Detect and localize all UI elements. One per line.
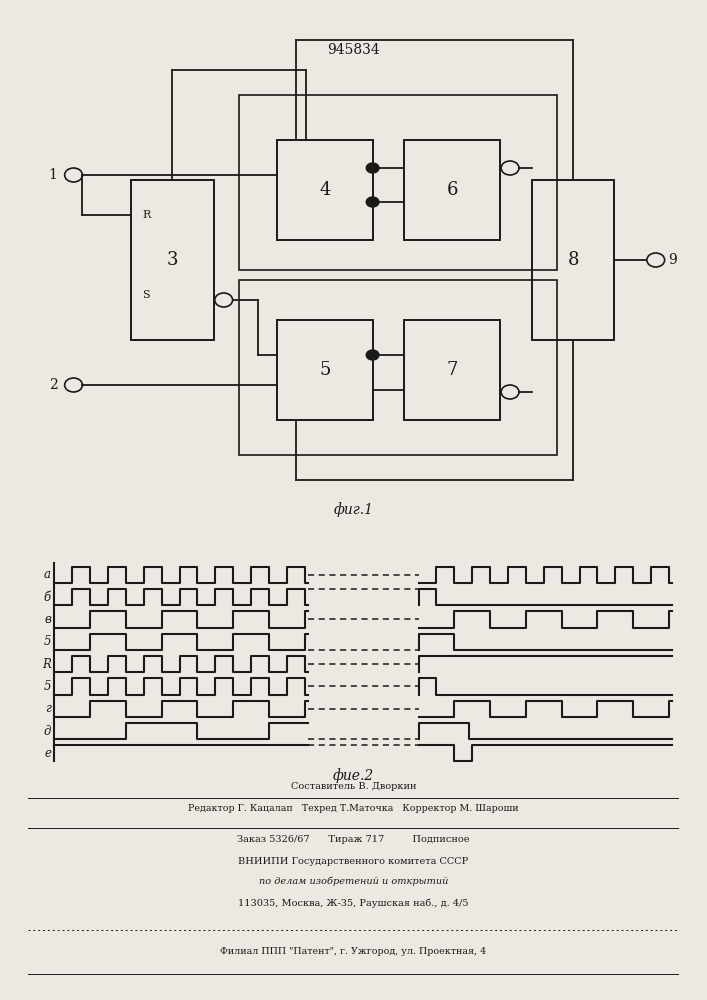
Text: 1: 1 — [49, 168, 58, 182]
Text: д: д — [44, 725, 51, 738]
Bar — [404, 140, 500, 240]
Text: 2: 2 — [49, 378, 58, 392]
Text: Заказ 5326/67      Тираж 717         Подписное: Заказ 5326/67 Тираж 717 Подписное — [238, 835, 469, 844]
Text: ВНИИПИ Государственного комитета СССР: ВНИИПИ Государственного комитета СССР — [238, 857, 469, 866]
Text: 5: 5 — [44, 635, 51, 648]
Text: фиг.1: фиг.1 — [334, 503, 373, 517]
Text: г: г — [45, 702, 51, 715]
Text: 6: 6 — [446, 181, 458, 199]
Text: R: R — [42, 658, 51, 671]
Bar — [277, 140, 373, 240]
Text: 113035, Москва, Ж-35, Раушская наб., д. 4/5: 113035, Москва, Ж-35, Раушская наб., д. … — [238, 898, 469, 908]
Text: в: в — [44, 613, 51, 626]
Text: 5: 5 — [319, 361, 331, 379]
Bar — [131, 180, 214, 340]
Text: 9: 9 — [669, 253, 677, 267]
Text: 3: 3 — [166, 251, 178, 269]
Circle shape — [366, 197, 379, 207]
Text: 4: 4 — [319, 181, 331, 199]
Bar — [532, 180, 614, 340]
Text: 5: 5 — [44, 680, 51, 693]
Text: Филиал ППП "Патент", г. Ужгород, ул. Проектная, 4: Филиал ППП "Патент", г. Ужгород, ул. Про… — [221, 947, 486, 956]
Circle shape — [366, 163, 379, 173]
Text: фие.2: фие.2 — [333, 769, 374, 783]
Text: 8: 8 — [567, 251, 579, 269]
Text: а: а — [44, 568, 51, 581]
Bar — [277, 320, 373, 420]
Text: R: R — [142, 210, 151, 220]
Bar — [404, 320, 500, 420]
Text: б: б — [44, 591, 51, 604]
Bar — [239, 95, 557, 270]
Text: Редактор Г. Кацалап   Техред Т.Маточка   Корректор М. Шароши: Редактор Г. Кацалап Техред Т.Маточка Кор… — [188, 804, 519, 813]
Text: по делам изобретений и открытий: по делам изобретений и открытий — [259, 876, 448, 886]
Text: S: S — [142, 290, 150, 300]
Text: 945834: 945834 — [327, 42, 380, 56]
Text: Составитель В. Дворкин: Составитель В. Дворкин — [291, 782, 416, 791]
Text: е: е — [44, 747, 51, 760]
Circle shape — [366, 350, 379, 360]
Bar — [239, 280, 557, 455]
Text: 7: 7 — [446, 361, 458, 379]
